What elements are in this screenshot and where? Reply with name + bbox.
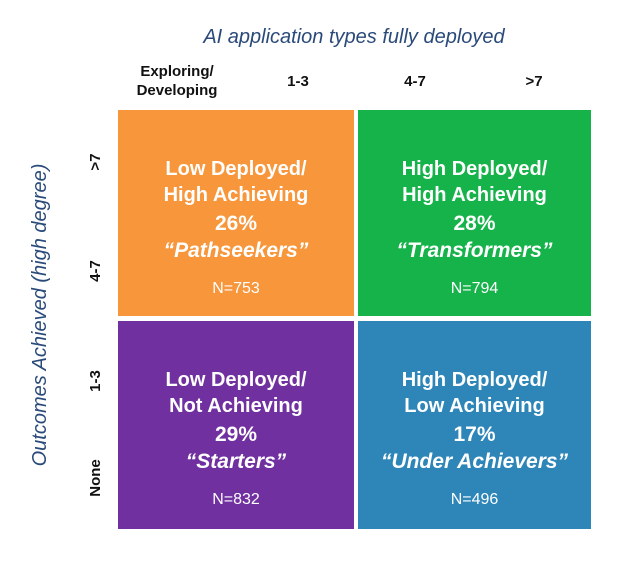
x-tick-gt7: >7 xyxy=(525,73,543,90)
quadrant-sample-size: N=794 xyxy=(450,280,499,297)
y-tick-gt7: >7 xyxy=(87,153,104,171)
quadrant-label: “Starters” xyxy=(185,450,287,473)
y-tick-4-7: 4-7 xyxy=(87,260,104,282)
quadrant-name: Low Deployed/ Not Achieving xyxy=(165,369,307,417)
quadrant-percentage: 29% xyxy=(214,423,258,446)
x-tick-4-7: 4-7 xyxy=(404,73,426,90)
x-tick-exploring: Exploring/ Developing xyxy=(136,63,218,99)
quadrant-percentage: 17% xyxy=(453,423,496,446)
x-axis-title: AI application types fully deployed xyxy=(203,26,505,48)
y-tick-none: None xyxy=(87,459,104,497)
quadrant-sample-size: N=753 xyxy=(212,280,260,297)
x-tick-1-3: 1-3 xyxy=(287,73,309,90)
quadrant-under-achievers: High Deployed/ Low Achieving 17% “Under … xyxy=(358,321,591,529)
quadrant-percentage: 28% xyxy=(453,212,496,235)
quadrant-transformers: High Deployed/ High Achieving 28% “Trans… xyxy=(358,110,591,316)
y-axis-title: Outcomes Achieved (high degree) xyxy=(29,163,51,467)
quadrant-label: “Pathseekers” xyxy=(163,239,309,262)
quadrant-name: High Deployed/ High Achieving xyxy=(401,158,548,206)
quadrant-sample-size: N=832 xyxy=(212,491,260,508)
quadrant-name: High Deployed/ Low Achieving xyxy=(401,369,548,417)
y-tick-1-3: 1-3 xyxy=(87,370,104,392)
quadrant-pathseekers: Low Deployed/ High Achieving 26% “Pathse… xyxy=(118,110,354,316)
quadrant-percentage: 26% xyxy=(214,212,258,235)
quadrant-starters: Low Deployed/ Not Achieving 29% “Starter… xyxy=(118,321,354,529)
quadrant-label: “Transformers” xyxy=(396,239,553,262)
quadrant-sample-size: N=496 xyxy=(450,491,499,508)
quadrant-name: Low Deployed/ High Achieving xyxy=(163,158,309,206)
quadrant-label: “Under Achievers” xyxy=(380,450,569,473)
